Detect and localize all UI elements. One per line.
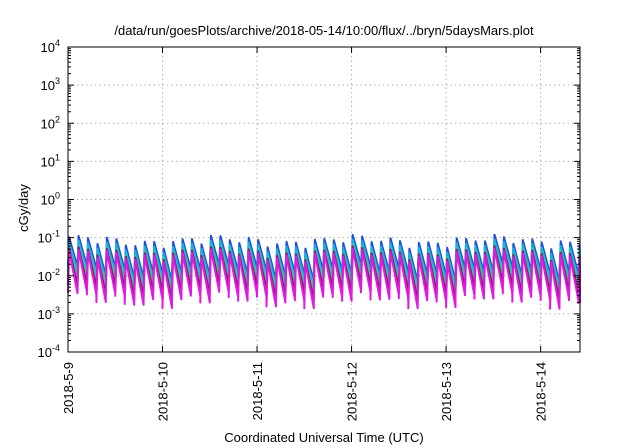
x-tick-label: 2018-5-12 [345, 362, 360, 421]
x-tick-label: 2018-5-11 [250, 362, 265, 420]
y-tick-label: 103 [41, 76, 60, 93]
y-tick-label: 10-1 [38, 229, 60, 246]
x-axis: 2018-5-9 2018-5-10 2018-5-11 2018-5-12 2018-… [61, 47, 549, 421]
y-tick-label: 102 [41, 114, 60, 131]
y-tick-label: 10-4 [38, 343, 60, 360]
x-tick-label: 2018-5-10 [156, 362, 171, 421]
chart-title: /data/run/goesPlots/archive/2018-05-14/1… [114, 23, 534, 38]
series-group [67, 233, 581, 310]
x-tick-label: 2018-5-14 [534, 362, 549, 421]
y-tick-label: 10-3 [38, 305, 60, 322]
y-tick-label: 104 [41, 38, 60, 55]
y-tick-label: 10-2 [38, 267, 60, 284]
y-axis-label: cGy/day [16, 184, 31, 232]
series-line-5 [67, 247, 581, 310]
grid [68, 47, 580, 352]
y-tick-label: 101 [41, 152, 60, 169]
x-tick-label: 2018-5-13 [439, 362, 454, 421]
x-tick-label: 2018-5-9 [61, 362, 76, 414]
x-axis-label: Coordinated Universal Time (UTC) [224, 430, 423, 445]
y-tick-label: 100 [41, 191, 60, 208]
